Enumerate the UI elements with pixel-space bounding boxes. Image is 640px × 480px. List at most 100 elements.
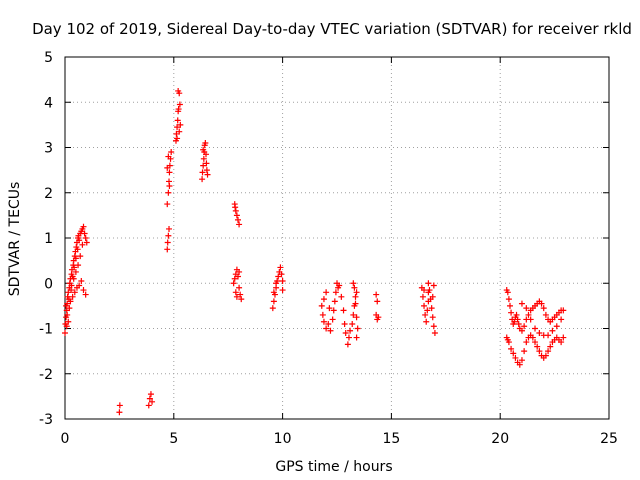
data-point	[147, 391, 154, 398]
data-point	[116, 402, 123, 409]
data-point	[419, 293, 426, 300]
data-point	[505, 296, 512, 303]
data-point	[200, 146, 207, 153]
data-point	[78, 277, 85, 284]
data-point	[323, 289, 330, 296]
x-tick-label: 25	[600, 431, 618, 447]
data-point	[200, 162, 207, 169]
data-point	[560, 334, 567, 341]
data-point	[525, 311, 532, 318]
data-point	[279, 277, 286, 284]
data-point	[536, 330, 543, 337]
data-point	[545, 332, 552, 339]
data-point	[341, 320, 348, 327]
data-point	[558, 316, 565, 323]
data-point	[199, 176, 206, 183]
data-point	[81, 230, 88, 237]
data-point	[518, 300, 525, 307]
data-point	[230, 280, 237, 287]
data-point	[521, 348, 528, 355]
y-tick-label: 0	[44, 276, 53, 292]
y-axis-label: SDTVAR / TECUs	[7, 182, 23, 297]
data-point	[374, 298, 381, 305]
data-point	[278, 271, 285, 278]
data-point	[421, 287, 428, 294]
data-point	[175, 106, 182, 113]
data-point	[516, 361, 523, 368]
data-point	[518, 327, 525, 334]
data-point	[323, 325, 330, 332]
data-point	[513, 311, 520, 318]
data-point	[203, 167, 210, 174]
data-point	[72, 268, 79, 275]
data-point	[232, 289, 239, 296]
data-point	[549, 327, 556, 334]
data-point	[352, 293, 359, 300]
data-point	[547, 343, 554, 350]
data-point	[325, 320, 332, 327]
data-point	[233, 293, 240, 300]
data-point	[82, 291, 89, 298]
data-point	[203, 160, 210, 167]
data-point	[236, 284, 243, 291]
data-point	[75, 262, 82, 269]
data-point	[275, 273, 282, 280]
data-point	[270, 289, 277, 296]
data-point	[523, 305, 530, 312]
data-point	[327, 327, 334, 334]
data-point	[233, 212, 240, 219]
data-point	[320, 318, 327, 325]
data-point	[354, 325, 361, 332]
data-point	[350, 280, 357, 287]
data-point	[514, 316, 521, 323]
data-point	[145, 402, 152, 409]
data-points	[62, 87, 567, 416]
data-point	[558, 339, 565, 346]
data-point	[508, 345, 515, 352]
data-point	[560, 307, 567, 314]
data-point	[79, 241, 86, 248]
data-point	[77, 253, 84, 260]
data-point	[149, 398, 156, 405]
data-point	[375, 314, 382, 321]
y-tick-label: 4	[44, 95, 53, 111]
data-point	[342, 330, 349, 337]
data-point	[521, 323, 528, 330]
data-point	[349, 320, 356, 327]
data-point	[76, 237, 83, 244]
data-point	[176, 128, 183, 135]
data-point	[166, 225, 173, 232]
data-point	[200, 155, 207, 162]
x-tick-label: 10	[274, 431, 292, 447]
data-point	[164, 201, 171, 208]
data-point	[540, 305, 547, 312]
data-point	[423, 318, 430, 325]
data-point	[237, 291, 244, 298]
data-point	[176, 101, 183, 108]
data-point	[62, 330, 68, 337]
data-point	[72, 255, 79, 262]
data-point	[63, 302, 70, 309]
data-point	[426, 287, 433, 294]
data-point	[422, 311, 429, 318]
data-point	[234, 273, 241, 280]
data-point	[523, 339, 530, 346]
data-point	[330, 307, 337, 314]
data-point	[165, 153, 172, 160]
data-point	[232, 207, 239, 214]
x-tick-label: 15	[382, 431, 400, 447]
data-point	[67, 298, 74, 305]
data-point	[318, 302, 325, 309]
data-point	[320, 296, 327, 303]
data-point	[174, 117, 181, 124]
data-point	[536, 348, 543, 355]
data-point	[199, 169, 206, 176]
data-point	[538, 300, 545, 307]
data-point	[74, 246, 81, 253]
data-point	[351, 284, 358, 291]
data-point	[65, 318, 72, 325]
data-point	[273, 280, 280, 287]
data-point	[424, 307, 431, 314]
data-point	[66, 305, 73, 312]
data-point	[76, 282, 83, 289]
